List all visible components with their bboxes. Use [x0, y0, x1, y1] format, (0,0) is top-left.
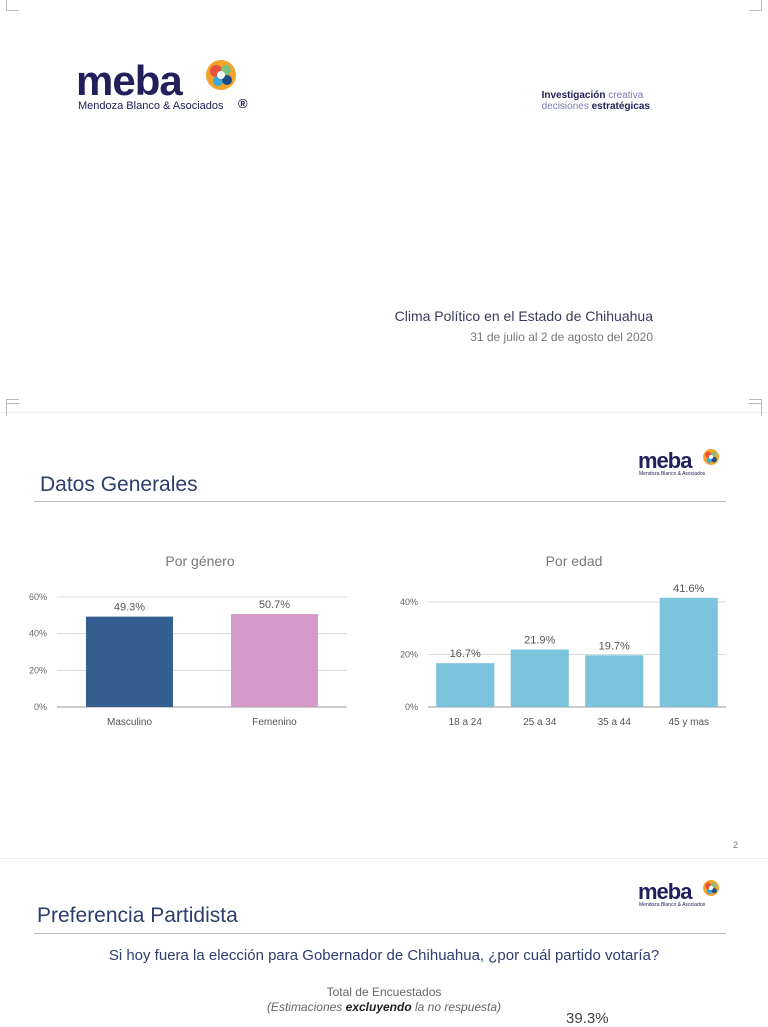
data-label: 49.3% [114, 602, 145, 614]
chart-edad: 0% 20% 40% 16.7% 18 a 24 21.9% 25 a 34 19.7% 35 … [400, 583, 726, 728]
crop-mark [6, 0, 19, 11]
data-label: 21.9% [524, 635, 555, 647]
meba-logo-small: meba Mendoza Blanco & Asociados [638, 879, 728, 911]
data-label: 50.7% [259, 599, 290, 611]
title-rule [34, 933, 726, 934]
title-rule [34, 501, 726, 502]
page-number: 2 [732, 840, 738, 850]
logo-word: meba [638, 879, 692, 904]
section-title: Preferencia Partidista [37, 904, 238, 927]
logo-word: meba [638, 448, 692, 473]
logo-subtitle: Mendoza Blanco & Asociados [78, 100, 224, 112]
logo-emblem-icon [703, 880, 719, 896]
tagline-bold-1: Investigación [541, 90, 606, 101]
y-tick-label: 20% [400, 650, 418, 660]
bar-femenino [231, 614, 318, 707]
datos-generales-slide: meba Mendoza Blanco & Asociados Datos Ge… [0, 403, 768, 857]
data-label: 41.6% [673, 583, 704, 595]
tagline-light-1: creativa [608, 90, 644, 101]
category-label: 35 a 44 [598, 717, 632, 728]
note-pre: (Estimaciones [266, 1000, 346, 1014]
partial-data-label: 39.3% [566, 1010, 609, 1027]
category-label: 45 y mas [668, 717, 709, 728]
y-tick-label: 40% [400, 597, 418, 607]
crop-mark [749, 403, 762, 416]
registered-mark: ® [238, 96, 248, 111]
category-label: 25 a 34 [523, 717, 557, 728]
chart-title-edad: Por edad [545, 553, 603, 569]
bar-35-a-44 [585, 655, 644, 707]
chart-genero: 0% 20% 40% 60% 49.3% Masculino 50.7% Femenino [29, 592, 347, 728]
chart-title-genero: Por género [165, 553, 235, 569]
tagline-bold-2: estratégicas [591, 101, 650, 112]
logo-subtitle: Mendoza Blanco & Asociados [639, 471, 706, 477]
meba-logo: meba Mendoza Blanco & Asociados ® [76, 60, 256, 120]
survey-question: Si hoy fuera la elección para Gobernador… [108, 947, 660, 964]
y-tick-label: 40% [29, 629, 47, 639]
note-post: la no respuesta) [411, 1000, 502, 1014]
bar-18-a-24 [436, 663, 495, 707]
tagline: Investigación creativa decisiones estrat… [542, 90, 650, 112]
meba-logo-small: meba Mendoza Blanco & Asociados [638, 448, 728, 480]
section-title: Datos Generales [40, 473, 198, 496]
report-title: Clima Político en el Estado de Chihuahua [394, 308, 653, 324]
y-tick-label: 0% [405, 702, 418, 712]
data-label: 16.7% [450, 648, 481, 660]
y-tick-label: 60% [29, 592, 47, 602]
respondents-subtitle: Total de Encuestados [326, 985, 442, 999]
category-label: 18 a 24 [449, 717, 483, 728]
bar-45-y-mas [659, 597, 718, 707]
logo-emblem-icon [206, 60, 236, 90]
category-label: Masculino [107, 717, 152, 728]
bar-masculino [86, 616, 173, 707]
y-tick-label: 0% [34, 702, 47, 712]
category-label: Femenino [252, 717, 297, 728]
report-date: 31 de julio al 2 de agosto del 2020 [470, 330, 653, 344]
data-label: 19.7% [599, 640, 630, 652]
logo-word: meba [76, 57, 183, 104]
cover-slide: meba Mendoza Blanco & Asociados ® Invest… [0, 0, 768, 412]
note-bold: excluyendo [345, 1000, 412, 1014]
logo-subtitle: Mendoza Blanco & Asociados [639, 902, 706, 908]
bar-25-a-34 [510, 649, 569, 707]
tagline-light-2: decisiones [541, 101, 589, 112]
crop-mark [6, 403, 19, 416]
preferencia-slide: meba Mendoza Blanco & Asociados Preferen… [0, 858, 768, 1027]
y-tick-label: 20% [29, 665, 47, 675]
estimation-note: (Estimaciones excluyendo la no respuesta… [0, 1000, 768, 1014]
logo-emblem-icon [703, 449, 719, 465]
crop-mark [749, 0, 762, 11]
